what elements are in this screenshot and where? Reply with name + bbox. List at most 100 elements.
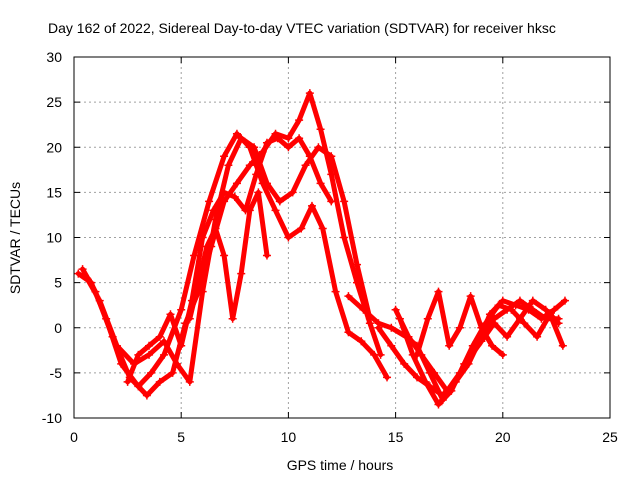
data-point-marker — [271, 206, 280, 215]
y-axis-label: SDTVAR / TECUs — [7, 182, 23, 294]
data-point-marker — [430, 368, 439, 377]
data-point-marker — [391, 305, 400, 314]
data-point-marker — [507, 305, 516, 314]
data-point-marker — [262, 251, 271, 260]
data-point-marker — [466, 292, 475, 301]
data-point-marker — [155, 332, 164, 341]
data-point-marker — [288, 188, 297, 197]
data-point-marker — [473, 341, 482, 350]
data-point-marker — [550, 305, 559, 314]
y-tick-label: -5 — [50, 365, 63, 381]
data-point-marker — [262, 179, 271, 188]
data-point-marker — [297, 224, 306, 233]
data-point-marker — [327, 152, 336, 161]
data-point-marker — [314, 143, 323, 152]
data-point-marker — [145, 350, 154, 359]
data-point-marker — [224, 161, 233, 170]
data-point-marker — [134, 350, 143, 359]
data-point-marker — [423, 314, 432, 323]
data-point-marker — [295, 134, 304, 143]
data-point-marker — [185, 314, 194, 323]
data-point-marker — [560, 296, 569, 305]
data-point-marker — [220, 251, 229, 260]
series-trace — [84, 135, 373, 385]
x-axis-label: GPS time / hours — [287, 457, 394, 473]
data-point-marker — [498, 296, 507, 305]
y-tick-label: 25 — [46, 94, 62, 110]
data-point-marker — [520, 319, 529, 328]
x-tick-label: 25 — [602, 429, 618, 445]
data-point-marker — [447, 386, 456, 395]
x-tick-label: 5 — [177, 429, 185, 445]
data-point-marker — [123, 377, 132, 386]
data-point-marker — [232, 179, 241, 188]
data-point-marker — [541, 305, 550, 314]
chart-title: Day 162 of 2022, Sidereal Day-to-day VTE… — [48, 20, 556, 36]
y-tick-label: 5 — [54, 275, 62, 291]
data-point-marker — [460, 359, 469, 368]
data-point-marker — [275, 197, 284, 206]
data-point-marker — [74, 269, 83, 278]
data-point-marker — [477, 323, 486, 332]
data-point-marker — [160, 337, 169, 346]
data-point-marker — [194, 278, 203, 287]
x-tick-label: 10 — [281, 429, 297, 445]
data-point-marker — [387, 341, 396, 350]
data-point-marker — [220, 188, 229, 197]
data-point-marker — [340, 233, 349, 242]
data-point-marker — [353, 260, 362, 269]
data-point-marker — [254, 188, 263, 197]
data-point-marker — [198, 287, 207, 296]
y-tick-label: 0 — [54, 320, 62, 336]
data-point-marker — [445, 341, 454, 350]
data-point-marker — [327, 197, 336, 206]
y-tick-label: -10 — [42, 410, 62, 426]
series-trace — [125, 135, 334, 385]
y-tick-label: 10 — [46, 230, 62, 246]
data-point-marker — [318, 224, 327, 233]
series-trace — [187, 189, 270, 322]
data-point-marker — [166, 310, 175, 319]
data-point-marker — [228, 314, 237, 323]
data-point-marker — [230, 192, 239, 201]
data-point-marker — [413, 373, 422, 382]
data-point-marker — [284, 134, 293, 143]
y-tick-label: 15 — [46, 184, 62, 200]
data-point-marker — [485, 310, 494, 319]
data-point-marker — [331, 287, 340, 296]
data-point-marker — [498, 350, 507, 359]
data-point-marker — [147, 368, 156, 377]
data-point-marker — [160, 350, 169, 359]
data-point-marker — [344, 292, 353, 301]
data-point-marker — [387, 323, 396, 332]
series-trace — [75, 131, 390, 389]
data-point-marker — [357, 337, 366, 346]
data-point-marker — [528, 296, 537, 305]
data-point-marker — [145, 341, 154, 350]
grid-layer — [74, 57, 610, 418]
data-point-marker — [252, 170, 261, 179]
data-point-marker — [307, 201, 316, 210]
data-point-marker — [455, 323, 464, 332]
data-point-marker — [177, 341, 186, 350]
data-point-marker — [434, 287, 443, 296]
data-point-marker — [78, 265, 87, 274]
data-point-marker — [237, 269, 246, 278]
data-point-marker — [488, 341, 497, 350]
data-point-marker — [211, 224, 220, 233]
x-tick-label: 15 — [388, 429, 404, 445]
series-trace — [80, 90, 384, 398]
data-point-marker — [273, 134, 282, 143]
data-point-marker — [301, 161, 310, 170]
data-point-marker — [284, 143, 293, 152]
data-point-marker — [400, 359, 409, 368]
data-point-marker — [211, 215, 220, 224]
data-point-marker — [524, 305, 533, 314]
data-point-marker — [142, 391, 151, 400]
y-tick-label: 20 — [46, 139, 62, 155]
data-point-marker — [202, 242, 211, 251]
data-point-marker — [284, 233, 293, 242]
data-point-marker — [413, 350, 422, 359]
data-point-marker — [558, 341, 567, 350]
